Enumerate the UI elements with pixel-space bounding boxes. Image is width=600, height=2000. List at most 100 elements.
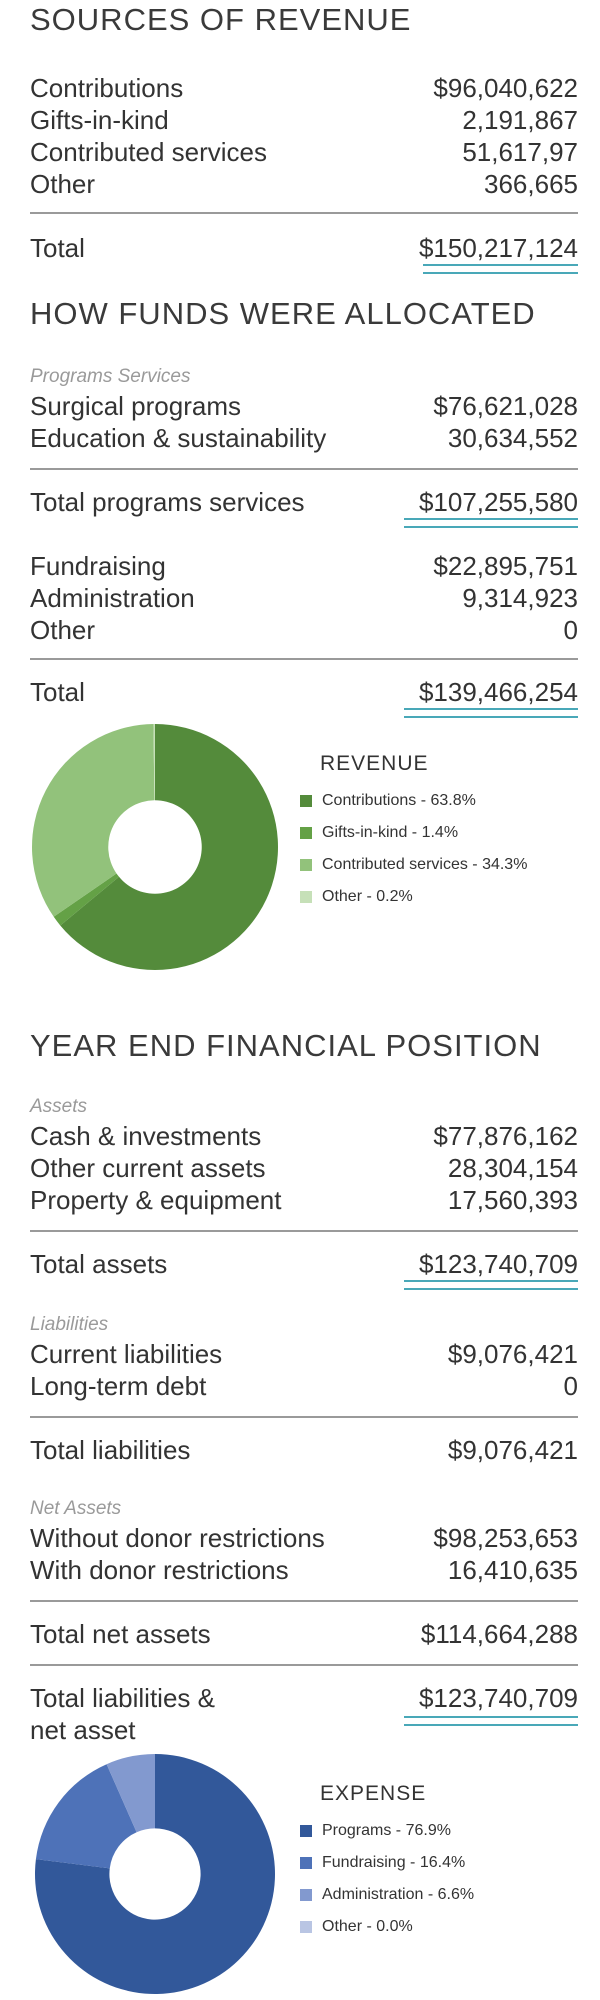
legend-swatch (300, 1889, 312, 1901)
total-label: Total (30, 676, 85, 707)
divider (30, 1664, 578, 1666)
expense-donut (34, 1754, 275, 1994)
divider (30, 658, 578, 660)
divider (30, 212, 578, 214)
total-label: Total liabilities & (30, 1682, 215, 1713)
total-value: $123,740,709 (418, 1682, 578, 1713)
row-value: 0 (563, 1370, 578, 1401)
donut-slice-other (153, 724, 155, 801)
legend-item-other: Other - 0.0% (300, 1918, 413, 1936)
total-label: Total liabilities (30, 1434, 191, 1465)
total-assets-row: Total assets $123,740,709 (30, 1248, 578, 1280)
legend-label: Gifts-in-kind - 1.4% (322, 824, 459, 841)
allocation-total-row: Total $139,466,254 (30, 676, 578, 708)
legend-item-contributed-services: Contributed services - 34.3% (300, 856, 527, 874)
revenue-row: Contributed services 51,617,97 (30, 136, 578, 168)
row-label: Administration (30, 582, 195, 613)
revenue-row: Contributions $96,040,622 (30, 72, 578, 104)
position-section-title: YEAR END FINANCIAL POSITION (30, 1028, 542, 1063)
revenue-row: Gifts-in-kind 2,191,867 (30, 104, 578, 136)
total-label-line2: net asset (30, 1714, 136, 1745)
donut-slice-contributions (60, 724, 278, 970)
row-label: Other (30, 168, 96, 199)
revenue-legend-title: REVENUE (320, 752, 429, 775)
allocation-row: Education & sustainability 30,634,552 (30, 422, 578, 454)
legend-item-contributions: Contributions - 63.8% (300, 792, 476, 810)
total-double-underline (404, 518, 578, 528)
legend-swatch (300, 1857, 312, 1869)
revenue-chart: REVENUE Contributions - 63.8% Gifts-in-k… (30, 722, 578, 972)
row-value: $9,076,421 (447, 1338, 578, 1369)
row-value: 17,560,393 (447, 1184, 578, 1215)
revenue-section-title: SOURCES OF REVENUE (30, 2, 412, 37)
revenue-row: Other 366,665 (30, 168, 578, 200)
total-double-underline (404, 1280, 578, 1290)
expense-chart: EXPENSE Programs - 76.9% Fundraising - 1… (30, 1752, 578, 2000)
row-label: Without donor restrictions (30, 1522, 325, 1553)
legend-item-fundraising: Fundraising - 16.4% (300, 1854, 465, 1872)
donut-slice-fundraising (35, 1764, 137, 1869)
total-net-assets-row: Total net assets $114,664,288 (30, 1618, 578, 1650)
total-value: $107,255,580 (418, 486, 578, 517)
legend-item-administration: Administration - 6.6% (300, 1886, 474, 1904)
total-label: Total assets (30, 1248, 168, 1279)
total-liabilities-net-row-cont: net asset (30, 1714, 578, 1746)
legend-label: Other - 0.2% (322, 888, 413, 905)
row-value: 16,410,635 (447, 1554, 578, 1585)
total-label: Total programs services (30, 486, 305, 517)
total-value: $123,740,709 (418, 1248, 578, 1279)
row-label: Gifts-in-kind (30, 104, 169, 135)
total-value: $139,466,254 (418, 676, 578, 707)
row-value: 9,314,923 (462, 582, 578, 613)
total-double-underline (404, 1716, 578, 1726)
legend-swatch (300, 795, 312, 807)
legend-item-other: Other - 0.2% (300, 888, 413, 906)
row-label: Surgical programs (30, 390, 241, 421)
legend-label: Other - 0.0% (322, 1918, 413, 1935)
row-value: 51,617,97 (462, 136, 578, 167)
divider (30, 1416, 578, 1418)
assets-subhead: Assets (30, 1096, 88, 1117)
position-row: Without donor restrictions $98,253,653 (30, 1522, 578, 1554)
total-label: Total net assets (30, 1618, 211, 1649)
legend-swatch (300, 1921, 312, 1933)
total-label: Total (30, 232, 85, 263)
legend-swatch (300, 859, 312, 871)
total-liabilities-net-row: Total liabilities & $123,740,709 (30, 1682, 578, 1714)
row-label: Long-term debt (30, 1370, 207, 1401)
divider (30, 468, 578, 470)
row-label: Property & equipment (30, 1184, 282, 1215)
legend-swatch (300, 827, 312, 839)
row-value: 366,665 (484, 168, 578, 199)
row-label: Education & sustainability (30, 422, 327, 453)
total-double-underline (423, 264, 578, 274)
total-value: $150,217,124 (418, 232, 578, 263)
row-label: Fundraising (30, 550, 166, 581)
revenue-donut (32, 724, 278, 970)
position-row: Property & equipment 17,560,393 (30, 1184, 578, 1216)
row-label: Other current assets (30, 1152, 266, 1183)
total-liabilities-row: Total liabilities $9,076,421 (30, 1434, 578, 1466)
legend-label: Fundraising - 16.4% (322, 1854, 466, 1871)
row-value: $77,876,162 (433, 1120, 578, 1151)
allocation-row: Other 0 (30, 614, 578, 646)
legend-swatch (300, 1825, 312, 1837)
donut-slice-administration (106, 1754, 155, 1833)
allocation-row: Surgical programs $76,621,028 (30, 390, 578, 422)
row-value: 28,304,154 (447, 1152, 578, 1183)
legend-label: Administration - 6.6% (322, 1886, 475, 1903)
donut-slice-programs (34, 1754, 275, 1994)
row-value: $96,040,622 (433, 72, 578, 103)
total-double-underline (404, 708, 578, 718)
position-row: Cash & investments $77,876,162 (30, 1120, 578, 1152)
row-label: With donor restrictions (30, 1554, 289, 1585)
total-value: $114,664,288 (420, 1618, 578, 1649)
legend-label: Contributed services - 34.3% (322, 856, 528, 873)
allocation-section-title: HOW FUNDS WERE ALLOCATED (30, 296, 536, 331)
position-row: Long-term debt 0 (30, 1370, 578, 1402)
row-value: 2,191,867 (462, 104, 578, 135)
row-value: 30,634,552 (447, 422, 578, 453)
legend-item-programs: Programs - 76.9% (300, 1822, 451, 1840)
programs-subhead: Programs Services (30, 366, 191, 387)
